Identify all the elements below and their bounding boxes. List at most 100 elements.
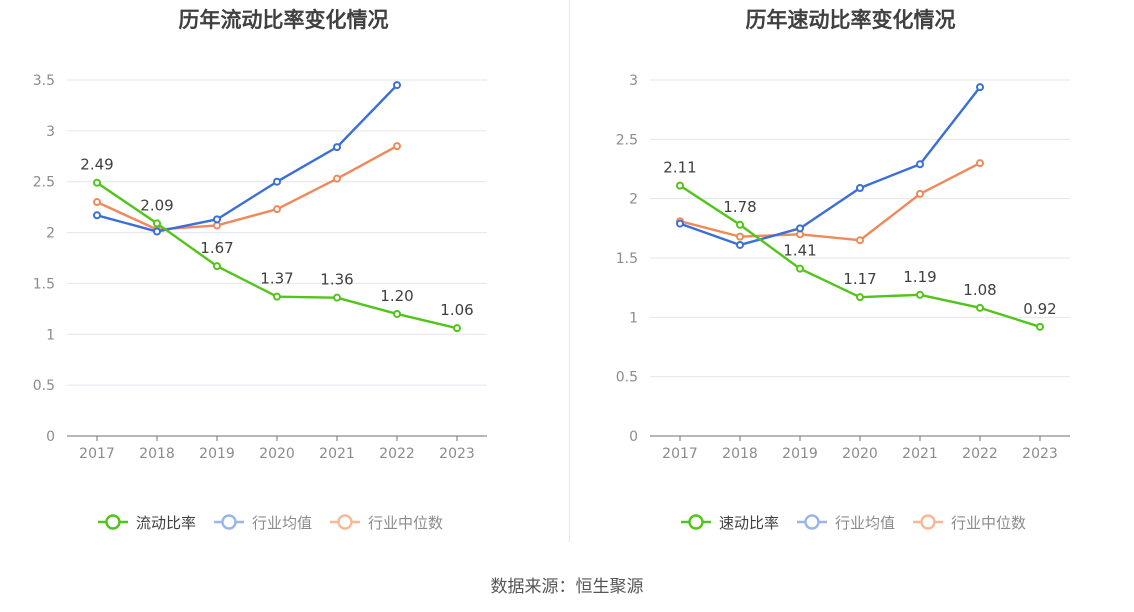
legend-item: 流动比率 (98, 514, 196, 532)
data-point (273, 177, 281, 186)
data-point (93, 198, 101, 207)
quick-ratio-chart-panel: 历年速动比率变化情况 0 0.5 1 1.5 2 2.5 3 2017 2018 2019 2020… (567, 0, 1134, 560)
data-point (796, 264, 804, 273)
data-point (213, 221, 221, 230)
data-point (856, 183, 864, 192)
legend-label: 行业均值 (835, 514, 895, 532)
data-label: 2.09 (140, 196, 173, 214)
y-tick-label: 0 (629, 429, 638, 445)
data-label: 1.67 (200, 239, 233, 257)
series-line (96, 145, 398, 231)
legend-item: 速动比率 (681, 514, 779, 532)
series-line (679, 161, 981, 242)
data-point (916, 290, 924, 299)
data-label: 1.37 (260, 270, 293, 288)
legend-marker (221, 514, 237, 530)
x-tick-label: 2021 (902, 446, 938, 462)
data-point (976, 83, 984, 92)
data-point (213, 262, 221, 271)
data-point (916, 160, 924, 169)
y-tick-label: 2.5 (616, 132, 638, 148)
y-tick-label: 0.5 (33, 378, 55, 394)
data-point (393, 81, 401, 90)
x-tick-label: 2022 (962, 446, 998, 462)
legend-marker (688, 514, 704, 530)
y-tick-label: 2 (629, 192, 638, 208)
legend-marker (337, 514, 353, 530)
legend-marker (105, 514, 121, 530)
data-point (736, 220, 744, 229)
data-point (676, 181, 684, 190)
legend-label: 流动比率 (136, 514, 196, 532)
y-tick-label: 3 (629, 73, 638, 89)
chart-title: 历年速动比率变化情况 (745, 8, 956, 32)
data-label: 2.49 (80, 156, 113, 174)
legend-label: 速动比率 (719, 514, 779, 532)
data-point (856, 236, 864, 245)
panel-divider (569, 0, 570, 542)
data-point (393, 142, 401, 151)
data-point (93, 211, 101, 220)
legend-item: 行业均值 (797, 514, 895, 532)
y-tick-label: 0 (46, 429, 55, 445)
x-tick-label: 2018 (722, 446, 758, 462)
x-tick-label: 2018 (139, 446, 175, 462)
y-tick-label: 3 (46, 124, 55, 140)
x-tick-label: 2023 (1022, 446, 1058, 462)
legend-label: 行业中位数 (951, 514, 1026, 532)
x-tick-label: 2020 (259, 446, 295, 462)
data-point (676, 219, 684, 228)
data-label: 1.36 (320, 271, 353, 289)
x-tick-label: 2020 (842, 446, 878, 462)
data-label: 1.08 (963, 281, 996, 299)
data-point (393, 309, 401, 318)
y-tick-label: 2.5 (33, 175, 55, 191)
data-label: 2.11 (663, 159, 696, 177)
legend-label: 行业中位数 (368, 514, 443, 532)
x-tick-label: 2019 (782, 446, 818, 462)
y-tick-label: 3.5 (33, 73, 55, 89)
data-label: 1.17 (843, 270, 876, 288)
quick-ratio-chart: 0 0.5 1 1.5 2 2.5 3 2017 2018 2019 2020 2021 2022 202… (616, 73, 1070, 532)
data-label: 1.20 (380, 287, 413, 305)
series-line (96, 84, 398, 233)
legend-marker (920, 514, 936, 530)
data-point (976, 159, 984, 168)
data-point (736, 232, 744, 241)
x-tick-label: 2023 (439, 446, 475, 462)
legend-label: 行业均值 (252, 514, 312, 532)
y-tick-label: 1 (46, 327, 55, 343)
data-point (153, 227, 161, 236)
data-point (273, 292, 281, 301)
legend-item: 行业均值 (214, 514, 312, 532)
data-point (796, 224, 804, 233)
data-label: 0.92 (1023, 300, 1056, 318)
legend-item: 行业中位数 (913, 514, 1026, 532)
x-tick-label: 2021 (319, 446, 355, 462)
data-point (273, 205, 281, 214)
y-tick-label: 0.5 (616, 370, 638, 386)
x-tick-label: 2017 (662, 446, 698, 462)
data-point (153, 219, 161, 228)
data-point (333, 174, 341, 183)
data-point (916, 189, 924, 198)
legend-item: 行业中位数 (330, 514, 443, 532)
data-label: 1.41 (783, 242, 816, 260)
data-point (976, 303, 984, 312)
y-tick-label: 1.5 (616, 251, 638, 267)
y-tick-label: 2 (46, 226, 55, 242)
y-tick-label: 1.5 (33, 276, 55, 292)
data-point (333, 143, 341, 152)
current-ratio-chart-panel: 历年流动比率变化情况 0 0.5 1 1.5 2 2.5 3 3.5 2017 2018 2019 2… (0, 0, 567, 560)
data-source-note: 数据来源：恒生聚源 (490, 577, 644, 597)
x-tick-label: 2019 (199, 446, 235, 462)
data-point (856, 293, 864, 302)
data-label: 1.06 (440, 301, 473, 319)
legend-marker (804, 514, 820, 530)
data-point (213, 215, 221, 224)
x-tick-label: 2017 (79, 446, 115, 462)
data-point (736, 240, 744, 249)
chart-title: 历年流动比率变化情况 (178, 8, 389, 32)
x-tick-label: 2022 (379, 446, 415, 462)
data-point (453, 324, 461, 333)
